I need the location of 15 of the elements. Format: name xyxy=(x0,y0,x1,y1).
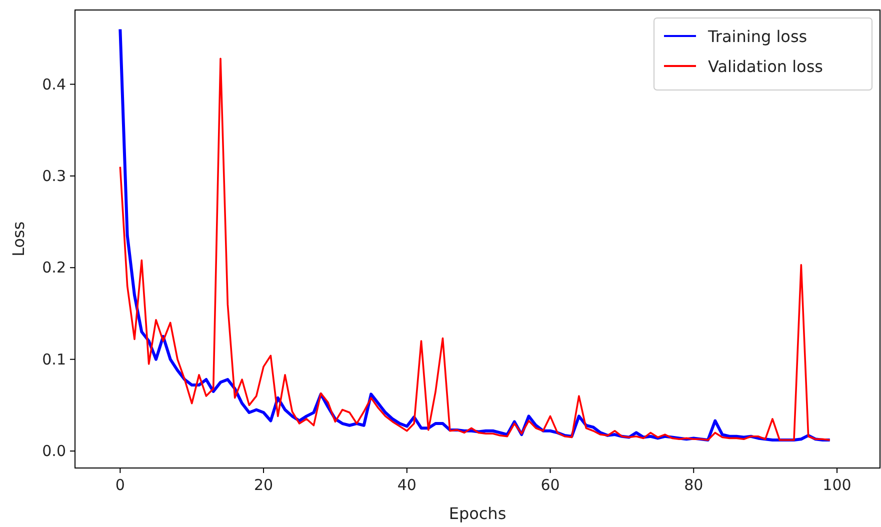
x-tick-label: 100 xyxy=(822,476,852,494)
x-tick-label: 20 xyxy=(254,476,274,494)
legend-label: Validation loss xyxy=(708,57,823,76)
y-tick-label: 0.4 xyxy=(42,75,66,94)
y-tick-label: 0.2 xyxy=(42,258,66,277)
y-tick-label: 0.3 xyxy=(42,166,66,185)
x-tick-label: 80 xyxy=(684,476,704,494)
y-tick-label: 0.0 xyxy=(42,442,66,460)
x-tick-label: 40 xyxy=(397,476,416,494)
y-axis-title: Loss xyxy=(9,221,28,257)
x-axis-title: Epochs xyxy=(448,504,506,523)
y-tick-label: 0.1 xyxy=(42,350,66,368)
x-tick-label: 60 xyxy=(540,476,560,494)
x-tick-label: 0 xyxy=(115,476,125,494)
legend-label: Training loss xyxy=(707,27,808,46)
